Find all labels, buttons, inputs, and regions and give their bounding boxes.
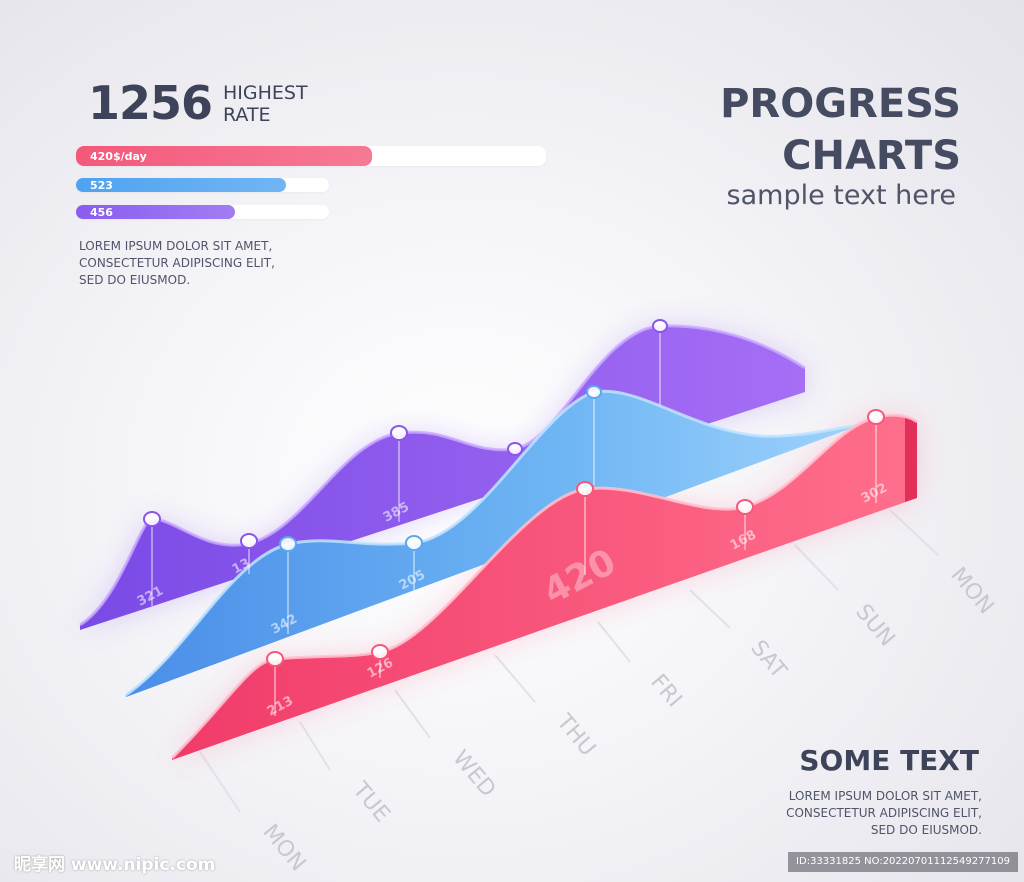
day-label: SAT xyxy=(745,636,791,684)
day-label: MON xyxy=(945,563,998,619)
day-gridline xyxy=(494,654,536,703)
pink-area-side xyxy=(905,418,917,502)
data-point-marker xyxy=(143,511,161,527)
progress-label-daily: 420$/day xyxy=(90,149,147,163)
day-label: MON xyxy=(257,820,310,876)
day-gridline xyxy=(394,689,431,739)
pink-area-face xyxy=(172,415,917,760)
data-point-marker xyxy=(586,385,602,399)
blue-area-face xyxy=(126,391,860,697)
day-label: THU xyxy=(551,709,600,761)
day-label: FRI xyxy=(645,670,686,712)
footer-heading: SOME TEXT xyxy=(799,744,979,777)
data-point-marker xyxy=(867,409,885,425)
data-point-marker xyxy=(507,442,523,456)
data-point-marker xyxy=(405,535,423,551)
progress-fill-purple xyxy=(76,205,236,219)
data-point-marker xyxy=(652,319,668,333)
progress-label-purple: 456 xyxy=(90,205,113,219)
day-gridline xyxy=(597,621,631,663)
data-point-marker xyxy=(266,651,284,667)
data-point-marker xyxy=(390,425,408,441)
highest-rate-value: 1256 xyxy=(88,76,213,130)
day-label: WED xyxy=(447,746,500,802)
data-point-marker xyxy=(371,644,389,660)
page-title: PROGRESS CHARTS xyxy=(720,78,961,182)
day-label: SUN xyxy=(850,600,899,652)
progress-label-blue: 523 xyxy=(90,178,113,192)
day-gridline xyxy=(689,589,731,629)
watermark-right: ID:33331825 NO:20220701112549277109 xyxy=(788,852,1018,872)
title-line-1: PROGRESS xyxy=(720,81,961,127)
data-point-marker xyxy=(279,536,297,552)
day-gridline xyxy=(299,721,331,771)
progress-fill-blue xyxy=(76,178,286,192)
data-point-marker xyxy=(736,499,754,515)
progress-bar-purple: 456 xyxy=(76,205,329,219)
progress-bar-blue: 523 xyxy=(76,178,329,192)
footer-text: LOREM IPSUM DOLOR SIT AMET, CONSECTETUR … xyxy=(786,789,982,837)
blue-area-top xyxy=(125,389,861,697)
day-gridline xyxy=(889,509,939,556)
day-label: TUE xyxy=(347,777,395,827)
day-gridline xyxy=(199,751,241,813)
title-line-2: CHARTS xyxy=(782,133,961,179)
highest-rate-label: HIGHEST RATE xyxy=(223,82,308,126)
page-subtitle: sample text here xyxy=(726,180,956,211)
intro-text: LOREM IPSUM DOLOR SIT AMET, CONSECTETUR … xyxy=(79,239,275,287)
watermark-left: 昵享网 www.nipic.com xyxy=(14,855,216,875)
progress-fill-daily xyxy=(76,146,373,166)
data-point-marker xyxy=(240,533,258,549)
progress-bar-daily: 420$/day xyxy=(76,146,546,166)
day-gridline xyxy=(794,544,839,591)
data-point-marker xyxy=(576,481,594,497)
